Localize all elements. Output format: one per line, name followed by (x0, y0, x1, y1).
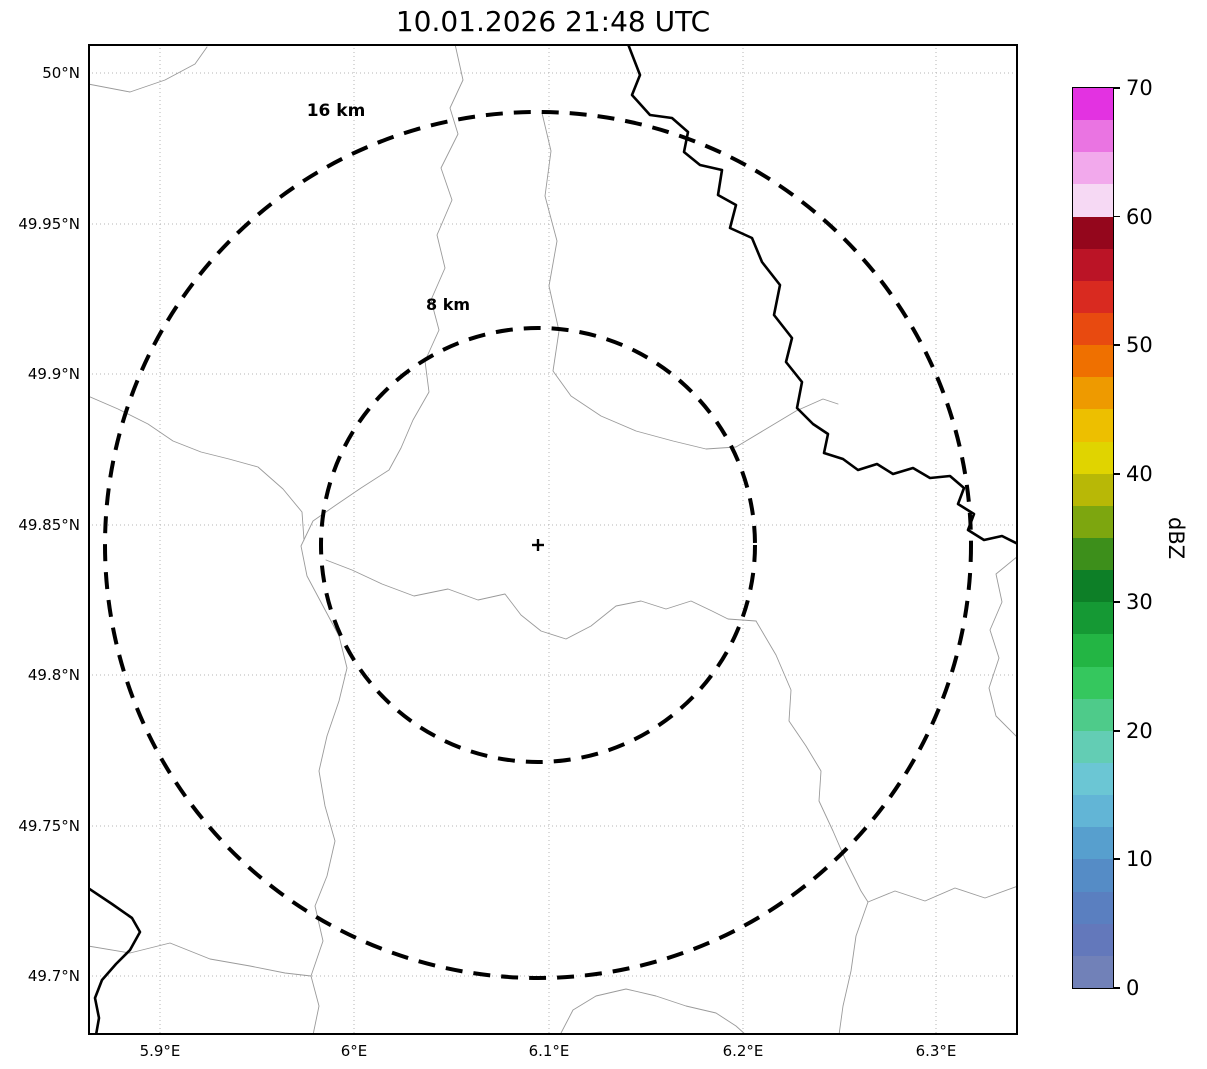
colorbar-tick-label: 10 (1126, 847, 1153, 872)
colorbar-segment (1073, 955, 1113, 988)
colorbar-segment (1073, 923, 1113, 956)
lat-tick-label: 49.95°N (18, 215, 80, 233)
colorbar-segment (1073, 216, 1113, 249)
colorbar-gradient (1073, 88, 1113, 988)
colorbar (1072, 87, 1114, 989)
map-plot: 16 km 8 km (88, 44, 1018, 1035)
colorbar-tick-label: 70 (1126, 76, 1153, 100)
colorbar-segment (1073, 537, 1113, 571)
colorbar-segment (1073, 377, 1113, 410)
lon-tick-label: 6.3°E (915, 1042, 957, 1060)
colorbar-segment (1073, 409, 1113, 442)
border-line-central (325, 559, 757, 640)
colorbar-segment (1073, 312, 1113, 346)
river-line-east (626, 44, 1018, 546)
lat-tick-label: 49.85°N (18, 516, 80, 534)
colorbar-segment (1073, 698, 1113, 731)
lat-tick-label: 49.8°N (27, 666, 80, 684)
colorbar-tick-mark (1113, 215, 1120, 218)
colorbar-tick-mark (1113, 729, 1120, 732)
lat-tick-label: 49.75°N (18, 817, 80, 835)
colorbar-segment (1073, 88, 1113, 121)
border-line-southeast (755, 620, 869, 903)
grid-lines (88, 44, 1018, 1035)
colorbar-segment (1073, 473, 1113, 506)
colorbar-tick-mark (1113, 858, 1120, 861)
colorbar-segment (1073, 248, 1113, 281)
lat-tick-label: 49.7°N (27, 967, 80, 985)
colorbar-tick-mark (1113, 987, 1120, 989)
ring-label-8km: 8 km (426, 295, 470, 314)
range-ring-8km (319, 326, 757, 764)
lat-tick-label: 49.9°N (27, 365, 80, 383)
colorbar-tick-label: 40 (1126, 461, 1153, 486)
colorbar-segment (1073, 345, 1113, 378)
colorbar-tick-mark (1113, 87, 1120, 89)
lon-tick-label: 5.9°E (139, 1042, 181, 1060)
border-line-topleft (88, 46, 208, 93)
colorbar-segment (1073, 762, 1113, 796)
colorbar-tick-label: 0 (1126, 976, 1140, 1000)
range-ring-16km (103, 110, 973, 980)
border-line-bottom-center (559, 988, 747, 1035)
border-line-left-middle (88, 395, 305, 541)
lat-tick-label: 50°N (42, 64, 80, 82)
colorbar-axis-label: dBZ (1164, 516, 1188, 560)
colorbar-segment (1073, 666, 1113, 699)
colorbar-segment (1073, 505, 1113, 538)
colorbar-segment (1073, 120, 1113, 153)
colorbar-segment (1073, 570, 1113, 603)
colorbar-segment (1073, 795, 1113, 828)
colorbar-segment (1073, 859, 1113, 892)
colorbar-segment (1073, 634, 1113, 667)
colorbar-tick-mark (1113, 344, 1120, 346)
lon-tick-label: 6.1°E (528, 1042, 570, 1060)
lon-tick-label: 6°E (340, 1042, 368, 1060)
lon-tick-label: 6.2°E (722, 1042, 764, 1060)
colorbar-segment (1073, 152, 1113, 185)
colorbar-segment (1073, 891, 1113, 924)
plot-title: 10.01.2026 21:48 UTC (395, 5, 711, 38)
colorbar-segment (1073, 280, 1113, 313)
ring-label-16km: 16 km (307, 101, 366, 121)
colorbar-tick-label: 50 (1126, 333, 1153, 358)
border-line-bottom-right (838, 885, 1018, 1035)
plot-frame (88, 44, 1018, 1035)
colorbar-tick-mark (1113, 601, 1120, 604)
colorbar-segment (1073, 827, 1113, 860)
river-line-southwest (88, 886, 142, 1035)
colorbar-segment (1073, 184, 1113, 217)
radar-site-marker (532, 539, 544, 551)
border-line-north-central (541, 112, 839, 450)
border-line-bottom-left (88, 942, 312, 977)
border-line-right-middle (988, 555, 1018, 739)
colorbar-tick-label: 20 (1126, 718, 1153, 743)
border-line-west (300, 44, 464, 1035)
colorbar-tick-label: 30 (1126, 590, 1153, 615)
colorbar-segment (1073, 602, 1113, 635)
colorbar-segment (1073, 441, 1113, 474)
colorbar-tick-label: 60 (1126, 204, 1153, 229)
colorbar-tick-mark (1113, 472, 1120, 475)
colorbar-segment (1073, 730, 1113, 763)
